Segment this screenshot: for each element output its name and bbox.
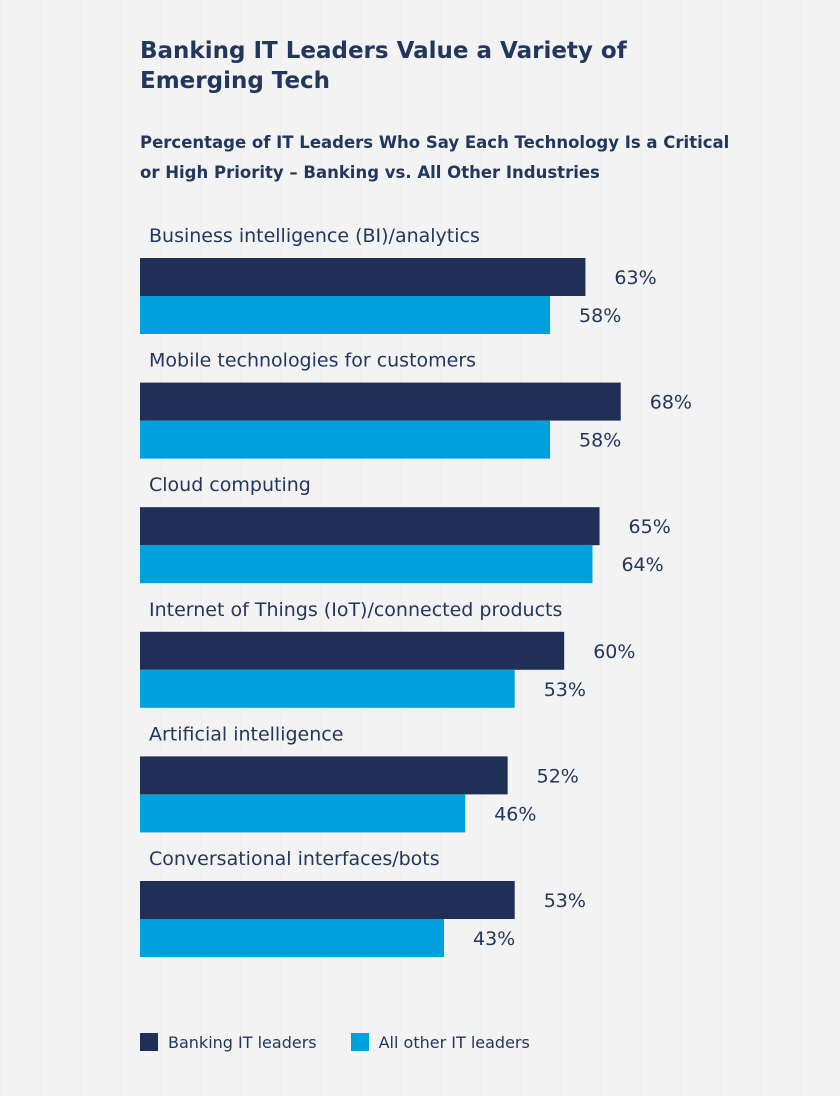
value-label: 53% [544, 679, 586, 701]
value-label: 53% [544, 890, 586, 912]
bar-group: Cloud computing 65% 64% [140, 474, 671, 584]
value-label: 52% [537, 765, 579, 787]
bar-banking [140, 881, 515, 919]
category-label: Cloud computing [149, 474, 311, 496]
bar-group: Mobile technologies for customers 68% 58% [140, 350, 692, 459]
bar-banking [140, 507, 600, 546]
value-label: 46% [494, 803, 536, 825]
bar-group: Conversational interfaces/bots 53% 43% [140, 848, 586, 957]
value-label: 65% [629, 516, 671, 538]
legend-swatch-other [350, 1033, 369, 1051]
legend-swatch-banking [140, 1033, 158, 1051]
value-label: 60% [593, 641, 635, 663]
category-label: Artificial intelligence [149, 723, 343, 745]
value-label: 64% [621, 554, 663, 576]
bar-banking [140, 631, 565, 670]
bar-banking [140, 382, 621, 421]
bar-other [140, 794, 466, 833]
chart-subtitle: Percentage of IT Leaders Who Say Each Te… [140, 133, 730, 182]
value-label: 63% [614, 267, 656, 289]
bar-other [140, 669, 515, 708]
bar-other [140, 545, 593, 584]
value-label: 58% [579, 305, 621, 327]
category-label: Mobile technologies for customers [149, 350, 476, 372]
legend-label-other: All other IT leaders [378, 1032, 530, 1052]
value-label: 58% [579, 430, 621, 452]
legend-item-banking: Banking IT leaders [140, 1033, 317, 1052]
bar-banking [140, 258, 586, 296]
category-label: Internet of Things (IoT)/connected produ… [149, 599, 562, 621]
bar-other [140, 296, 551, 334]
legend: Banking IT leaders All other IT leaders [140, 1030, 564, 1054]
bar-other [140, 420, 551, 459]
bar-other [140, 919, 445, 957]
value-label: 68% [650, 392, 692, 414]
chart-title: Banking IT Leaders Value a Variety of Em… [140, 38, 627, 94]
value-label: 43% [473, 928, 515, 950]
category-label: Business intelligence (BI)/analytics [149, 225, 480, 247]
legend-label-banking: Banking IT leaders [168, 1032, 317, 1052]
legend-item-other: All other IT leaders [350, 1032, 530, 1052]
category-label: Conversational interfaces/bots [149, 848, 440, 870]
bar-group: Artificial intelligence 52%46% [140, 723, 579, 833]
bar-group: Internet of Things (IoT)/connected produ… [140, 599, 635, 708]
bar-group: Business intelligence (BI)/analytics 63% 5… [140, 225, 657, 334]
bar-banking [140, 756, 508, 795]
